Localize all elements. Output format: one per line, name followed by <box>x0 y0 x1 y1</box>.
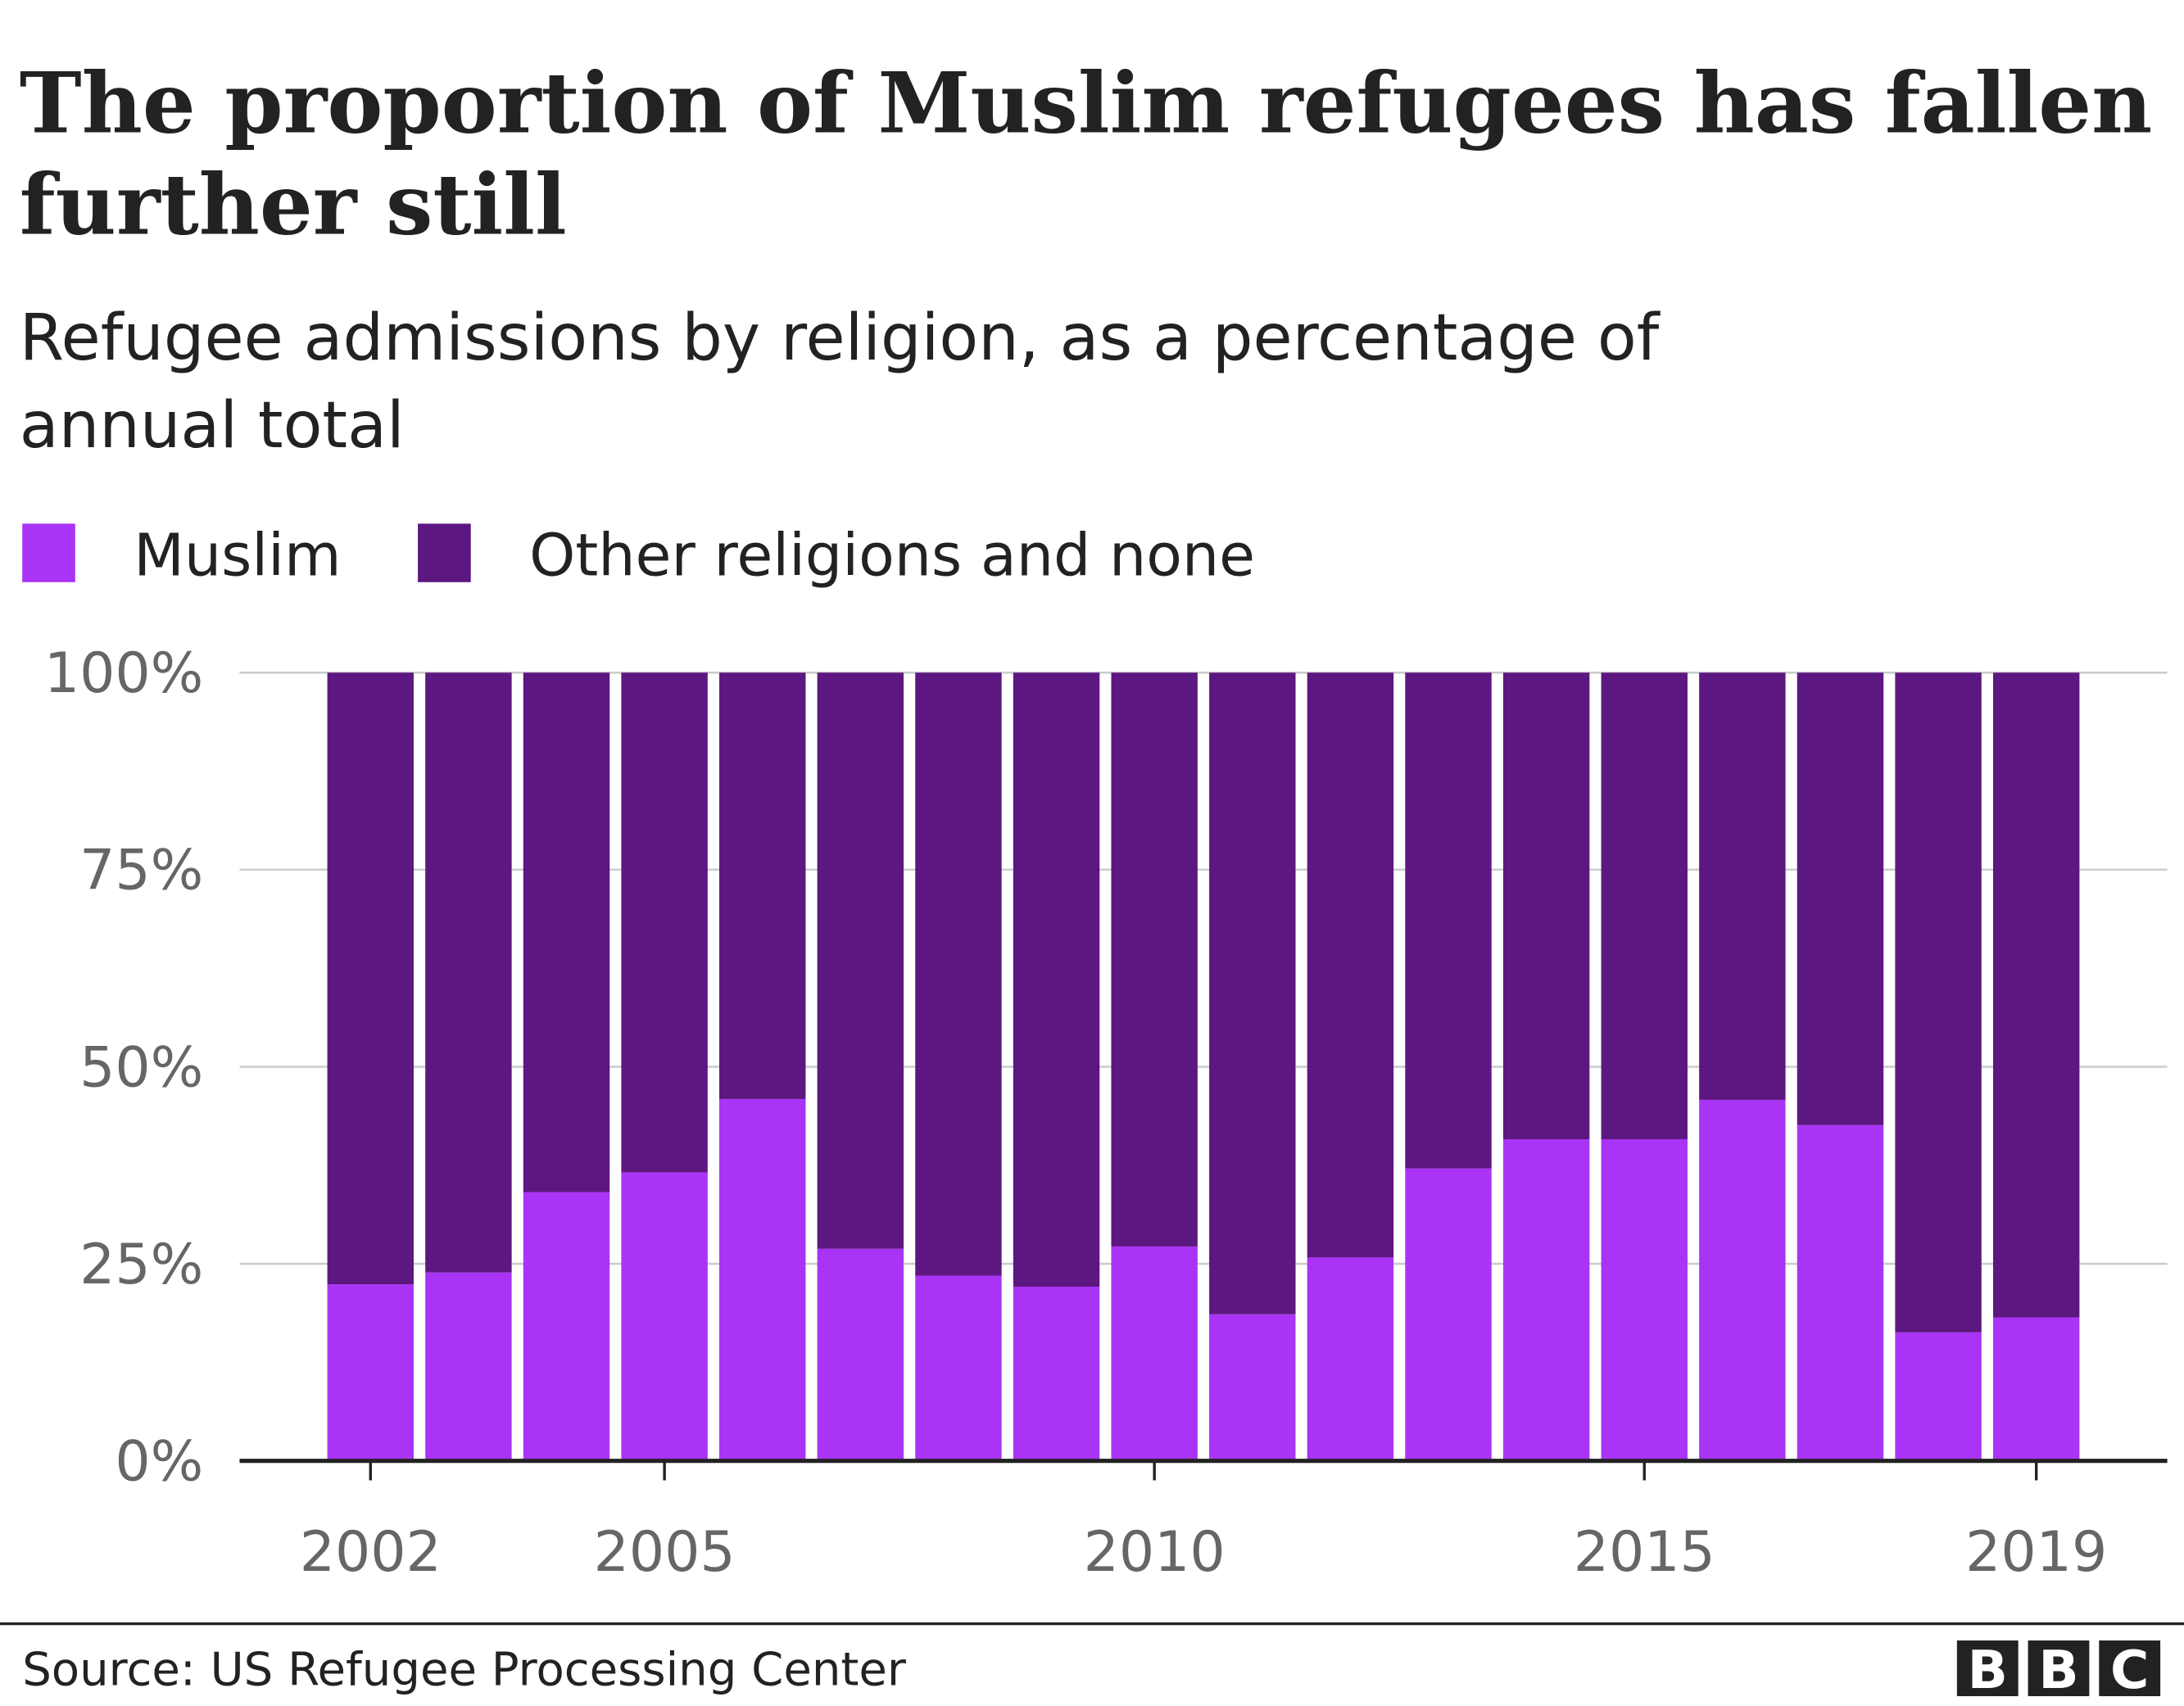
chart-subtitle-line-1: Refugee admissions by religion, as a per… <box>20 301 1661 375</box>
y-tick-label: 100% <box>44 641 203 706</box>
bar-muslim-2002 <box>327 1284 414 1461</box>
legend-swatch-muslim <box>22 523 75 582</box>
bar-muslim-2003 <box>425 1272 512 1461</box>
y-tick-label: 75% <box>79 839 203 903</box>
legend-label-muslim: Muslim <box>134 521 341 589</box>
bar-muslim-2006 <box>719 1098 806 1461</box>
chart-title-line-2: further still <box>20 156 567 255</box>
bar-other-2012 <box>1307 672 1394 1258</box>
bar-muslim-2011 <box>1209 1314 1296 1461</box>
bar-other-2004 <box>523 672 610 1192</box>
y-tick-label: 25% <box>79 1233 203 1297</box>
bar-other-2009 <box>1013 672 1100 1287</box>
y-tick-label: 50% <box>79 1035 203 1100</box>
legend: Muslim Other religions and none <box>22 521 1255 589</box>
bar-muslim-2019 <box>1992 1317 2080 1461</box>
bar-muslim-2008 <box>915 1275 1002 1461</box>
bar-other-2010 <box>1111 672 1198 1247</box>
chart-title-line-1: The proportion of Muslim refugees has fa… <box>20 55 2153 153</box>
svg-text:B: B <box>1968 1640 2008 1701</box>
bbc-logo: B B C <box>1956 1640 2161 1701</box>
bar-muslim-2016 <box>1699 1099 1786 1461</box>
bar-other-2014 <box>1502 672 1590 1140</box>
bar-muslim-2015 <box>1601 1139 1688 1461</box>
x-tick-label: 2010 <box>1084 1520 1226 1585</box>
bar-other-2018 <box>1895 672 1982 1333</box>
y-axis: 0% 25% 50% 75% 100% <box>44 641 203 1494</box>
bar-muslim-2010 <box>1111 1246 1198 1461</box>
x-tick-label: 2015 <box>1574 1520 1715 1585</box>
bar-other-2015 <box>1601 672 1688 1140</box>
chart-subtitle-line-2: annual total <box>20 388 405 463</box>
bar-other-2006 <box>719 672 806 1099</box>
source-note: Source: US Refugee Processing Center <box>22 1643 907 1696</box>
x-tick-label: 2019 <box>1965 1520 2107 1585</box>
bar-other-2019 <box>1992 672 2080 1318</box>
legend-swatch-other <box>418 523 471 582</box>
x-axis: 2002 2005 2010 2015 2019 <box>300 1460 2107 1585</box>
bar-muslim-2014 <box>1502 1139 1590 1461</box>
bar-muslim-2018 <box>1895 1332 1982 1461</box>
x-tick-label: 2002 <box>300 1520 442 1585</box>
bar-muslim-2005 <box>621 1172 708 1461</box>
x-tick-label: 2005 <box>594 1520 736 1585</box>
bar-muslim-2017 <box>1797 1125 1884 1461</box>
bar-other-2002 <box>327 672 414 1285</box>
legend-label-other: Other religions and none <box>529 521 1255 589</box>
bar-other-2013 <box>1405 672 1492 1169</box>
bar-other-2011 <box>1209 672 1296 1315</box>
bar-other-2005 <box>621 672 708 1173</box>
bar-other-2007 <box>817 672 904 1249</box>
bar-other-2003 <box>425 672 512 1273</box>
bar-muslim-2004 <box>523 1192 610 1461</box>
bar-muslim-2012 <box>1307 1257 1394 1461</box>
bar-muslim-2009 <box>1013 1286 1100 1461</box>
bar-muslim-2007 <box>817 1248 904 1461</box>
bar-other-2008 <box>915 672 1002 1276</box>
svg-text:C: C <box>2110 1640 2149 1701</box>
bar-other-2017 <box>1797 672 1884 1125</box>
bar-other-2016 <box>1699 672 1786 1100</box>
bar-muslim-2013 <box>1405 1168 1492 1461</box>
svg-text:B: B <box>2038 1640 2078 1701</box>
y-tick-label: 0% <box>115 1429 203 1494</box>
bars <box>327 672 2080 1461</box>
